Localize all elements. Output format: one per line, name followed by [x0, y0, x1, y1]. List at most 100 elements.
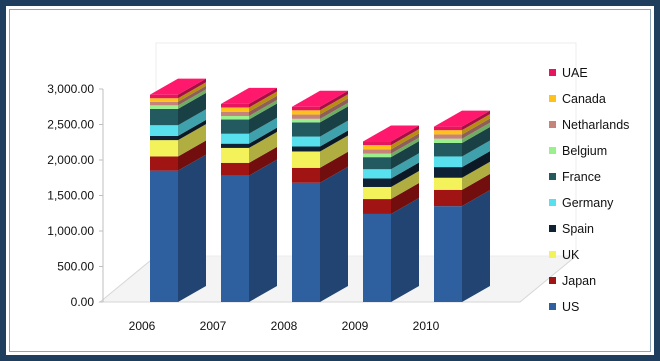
- bar-segment: [221, 91, 277, 112]
- bar-front: [292, 136, 320, 147]
- bar-segment: [221, 146, 277, 176]
- legend-label: US: [562, 300, 579, 314]
- bar-side: [320, 90, 348, 111]
- bar-segment: [363, 137, 419, 158]
- y-tick-label: 500.00: [57, 260, 94, 274]
- bar-side: [391, 129, 419, 150]
- bar-side: [178, 92, 206, 126]
- bar-front: [363, 169, 391, 179]
- bar-side: [249, 127, 277, 148]
- legend-swatch: [549, 225, 556, 232]
- x-tick-label: 2009: [342, 319, 369, 333]
- bar-front: [150, 135, 178, 141]
- legend-label: France: [562, 170, 601, 184]
- y-tick-label: 0.00: [71, 295, 95, 309]
- legend-swatch: [549, 251, 556, 258]
- bar-side: [249, 99, 277, 120]
- bar-side: [462, 190, 490, 302]
- legend-item: Netharlands: [549, 118, 629, 132]
- bar-segment: [292, 94, 348, 115]
- legend-item: Canada: [549, 92, 606, 106]
- bar-segment: [292, 130, 348, 152]
- bar-front: [221, 147, 249, 163]
- bar-side: [178, 154, 206, 302]
- bar-side: [391, 162, 419, 187]
- bar-front: [221, 133, 249, 144]
- bar-front: [434, 134, 462, 139]
- bar-front: [221, 162, 249, 176]
- bar-segment: [434, 118, 490, 139]
- bar-front: [363, 199, 391, 214]
- bar-front: [292, 146, 320, 152]
- bar-segment: [363, 129, 419, 150]
- bar-segment: [363, 183, 419, 214]
- y-axis: 0.00 500.00 1,000.00 1,500.00 2,000.00 2,500.…: [47, 82, 104, 309]
- bar-front: [221, 103, 249, 108]
- bar-side: [391, 183, 419, 214]
- bar-side: [249, 91, 277, 112]
- bar-segment: [221, 127, 277, 148]
- bar-segment: [150, 140, 206, 171]
- bar-front: [363, 145, 391, 150]
- bar-front: [363, 213, 391, 302]
- legend-item: US: [549, 300, 579, 314]
- bar-top: [434, 110, 490, 127]
- bar-side: [320, 120, 348, 147]
- bar-front: [150, 125, 178, 136]
- bar-segment: [292, 98, 348, 119]
- y-tick-label: 3,000.00: [47, 82, 94, 96]
- bar-side: [178, 85, 206, 106]
- bar-side: [178, 140, 206, 171]
- bar-front: [221, 111, 249, 116]
- bar-side: [462, 161, 490, 190]
- legend-swatch: [549, 199, 556, 206]
- x-tick-label: 2007: [200, 319, 227, 333]
- bar-side: [178, 124, 206, 157]
- x-axis: 2006 2007 2008 2009 2010: [129, 319, 440, 333]
- bar-top: [150, 78, 206, 95]
- bar-side: [249, 103, 277, 134]
- bar-side: [178, 109, 206, 136]
- bar-segment: [363, 133, 419, 154]
- bar-segment: [434, 151, 490, 178]
- bar-side: [320, 94, 348, 115]
- bar-segment: [363, 141, 419, 170]
- bar-segment: [292, 106, 348, 137]
- legend-swatch: [549, 95, 556, 102]
- bar-front: [292, 106, 320, 111]
- bar-segment: [292, 151, 348, 183]
- bar-top: [292, 90, 348, 107]
- bar-side: [249, 117, 277, 144]
- bar-segment: [363, 125, 419, 146]
- bar-segment: [434, 161, 490, 190]
- legend-swatch: [549, 303, 556, 310]
- bar-side: [391, 153, 419, 179]
- bar-side: [391, 197, 419, 302]
- bars: [150, 78, 490, 302]
- legend-item: UK: [549, 248, 580, 262]
- bar-side: [391, 141, 419, 170]
- bar-segment: [221, 159, 277, 302]
- bar-side: [178, 89, 206, 109]
- bar-front: [434, 138, 462, 143]
- bar-front: [292, 110, 320, 115]
- bar-segment: [292, 135, 348, 168]
- bar-side: [462, 118, 490, 139]
- bar-top: [221, 87, 277, 104]
- bar-segment: [221, 99, 277, 120]
- bar-front: [221, 119, 249, 134]
- bar-segment: [150, 92, 206, 126]
- bar-segment: [434, 122, 490, 143]
- bar-segment: [150, 82, 206, 102]
- bar-segment: [292, 166, 348, 302]
- bar-segment: [363, 162, 419, 187]
- legend-item: UAE: [549, 66, 588, 80]
- bar-side: [320, 102, 348, 123]
- bar-side: [320, 130, 348, 152]
- legend-item: Belgium: [549, 144, 607, 158]
- bar-front: [292, 167, 320, 183]
- bar-front: [363, 149, 391, 154]
- bar-segment: [150, 119, 206, 141]
- bar-side: [462, 151, 490, 178]
- bar-top: [363, 125, 419, 142]
